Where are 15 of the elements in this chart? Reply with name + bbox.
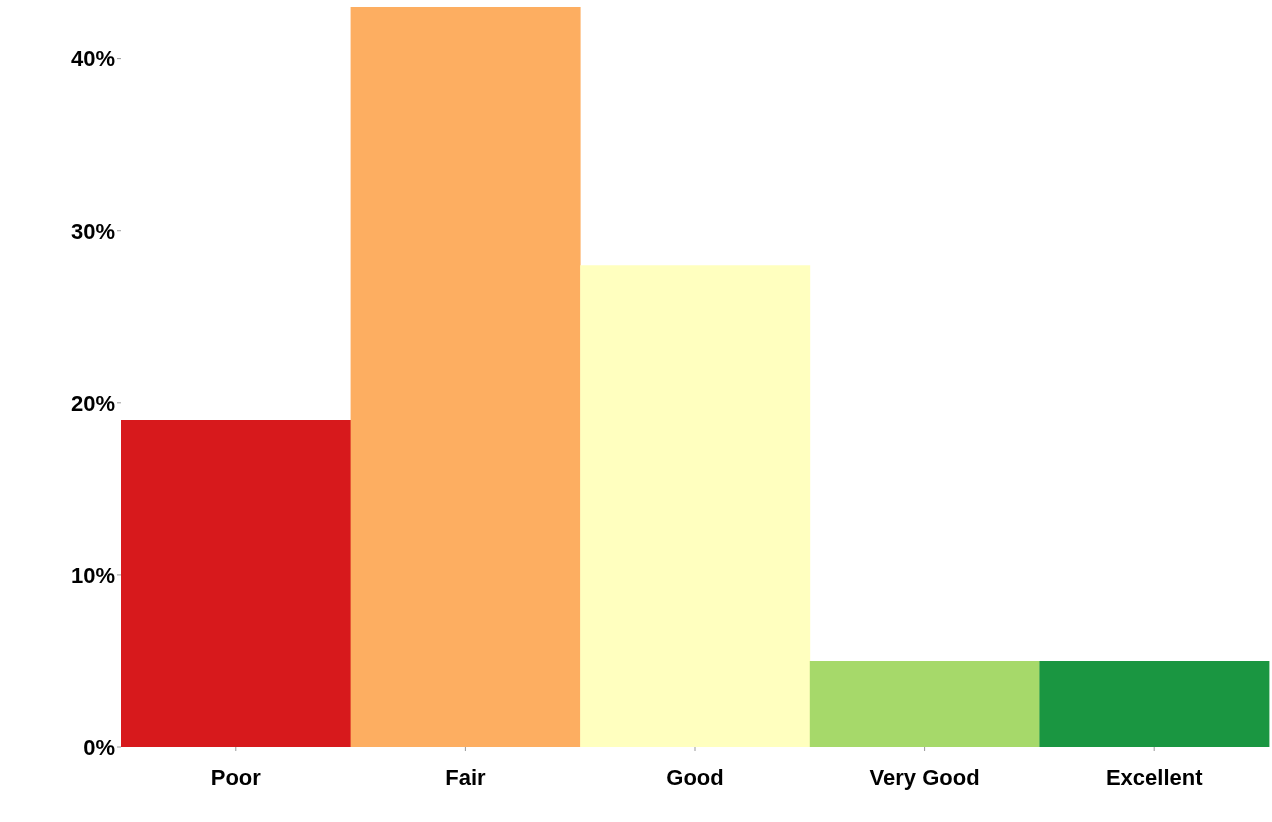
x-tick-label: Good <box>666 764 724 790</box>
x-tick-label: Excellent <box>1105 764 1204 790</box>
bar <box>1039 660 1270 747</box>
y-tick-label: 30% <box>70 218 115 244</box>
y-tick-label: 20% <box>70 390 115 416</box>
bar <box>350 7 581 747</box>
y-tick-label: 0% <box>83 734 115 760</box>
bar <box>809 660 1040 747</box>
y-tick-label: 10% <box>70 562 115 588</box>
x-tick-label: Fair <box>445 764 487 790</box>
bar <box>580 265 811 747</box>
y-tick-label: 40% <box>70 46 115 72</box>
bar <box>121 420 351 747</box>
x-tick-label: Poor <box>210 764 262 790</box>
x-tick-label: Very Good <box>869 764 980 790</box>
